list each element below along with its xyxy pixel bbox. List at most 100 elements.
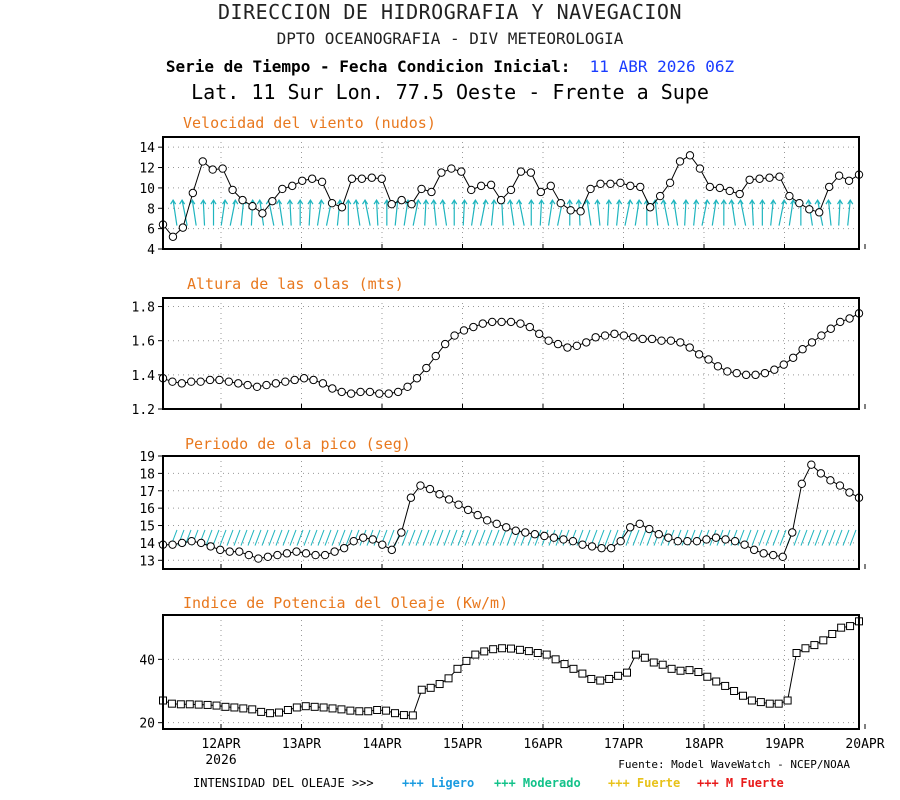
swell-hatch	[422, 529, 430, 546]
wind-arrow	[711, 200, 717, 226]
wind-arrow-head	[422, 198, 429, 205]
data-point	[765, 699, 774, 708]
data-point	[685, 151, 695, 160]
data-point	[244, 550, 254, 560]
data-point	[760, 368, 770, 378]
swell-hatch	[639, 529, 647, 546]
wind-arrow-head	[847, 198, 854, 205]
data-point	[378, 540, 387, 549]
data-point	[703, 672, 712, 681]
data-point	[826, 476, 835, 485]
wind-arrow	[673, 200, 679, 226]
swell-hatch	[646, 529, 654, 546]
wind-arrow	[181, 200, 188, 226]
data-point	[447, 164, 456, 173]
data-point	[298, 176, 307, 185]
wind-arrow	[355, 200, 361, 226]
wind-arrow-head	[482, 198, 489, 205]
data-point	[185, 700, 194, 709]
swell-hatch	[254, 529, 262, 546]
y-tick-label: 1.8	[132, 301, 155, 316]
data-point	[384, 389, 393, 398]
data-point	[646, 203, 655, 212]
wind-arrow	[490, 200, 495, 226]
data-point	[600, 331, 610, 340]
wind-arrow-head	[318, 198, 325, 205]
data-point	[454, 500, 463, 509]
data-point	[339, 543, 349, 553]
data-point	[597, 543, 606, 553]
data-point	[759, 549, 768, 558]
swell-hatch	[275, 529, 283, 546]
swell-hatch	[779, 529, 787, 546]
data-point	[459, 326, 469, 335]
wind-arrow-head	[790, 198, 797, 205]
data-point	[215, 375, 224, 385]
wind-arrow	[191, 200, 197, 226]
data-point	[788, 528, 797, 537]
data-point	[692, 536, 702, 546]
data-point	[645, 524, 654, 534]
data-point	[846, 622, 855, 631]
data-point	[275, 708, 283, 717]
wind-arrow	[624, 200, 631, 226]
wind-arrow	[539, 200, 543, 226]
wind-arrow-head	[210, 198, 217, 205]
data-point	[636, 182, 645, 192]
series-line	[162, 154, 860, 238]
swell-hatch	[534, 529, 542, 546]
wind-arrow-head	[720, 198, 727, 205]
data-point	[399, 711, 408, 720]
data-point	[228, 185, 237, 195]
swell-hatch	[478, 529, 486, 546]
swell-hatch	[821, 529, 829, 546]
data-point	[471, 650, 480, 659]
chart-title: Indice de Potencia del Oleaje (Kw/m)	[183, 594, 508, 612]
data-point	[235, 547, 244, 556]
wind-arrow	[838, 200, 841, 226]
swell-hatch	[842, 529, 850, 546]
wind-arrow	[847, 200, 851, 226]
data-point	[489, 645, 498, 654]
swell-hatch	[800, 529, 808, 546]
wind-arrow-head	[728, 198, 735, 205]
plot-frame	[162, 297, 860, 410]
wind-arrow-head	[232, 198, 239, 205]
wind-arrow-head	[439, 198, 446, 205]
data-point	[393, 387, 403, 397]
data-point	[262, 380, 271, 390]
data-point	[521, 528, 530, 537]
data-point	[375, 389, 384, 398]
data-point	[694, 668, 703, 676]
data-point	[425, 484, 435, 494]
wind-arrow	[240, 200, 245, 226]
swell-hatch	[345, 529, 353, 546]
data-point	[234, 379, 243, 388]
data-point	[208, 165, 217, 174]
data-point	[739, 691, 747, 700]
data-point	[765, 173, 774, 182]
data-point	[187, 536, 196, 546]
series-line	[163, 463, 860, 560]
data-point	[444, 495, 454, 504]
data-point	[556, 198, 565, 208]
data-point	[290, 375, 299, 385]
swell-hatch	[632, 529, 640, 546]
wind-arrow-head	[528, 198, 535, 205]
wind-arrow	[684, 200, 687, 226]
wind-arrow-head	[415, 198, 422, 205]
data-point	[616, 178, 625, 188]
data-point	[266, 709, 275, 718]
data-point	[732, 368, 741, 378]
wind-arrow-head	[362, 198, 369, 205]
data-point	[377, 174, 386, 183]
data-point	[705, 182, 715, 192]
y-tick-label: 20	[139, 717, 155, 732]
chart-title: Periodo de ola pico (seg)	[185, 435, 411, 453]
x-tick-label: 16APR	[523, 737, 562, 752]
data-point	[311, 550, 320, 560]
data-point	[721, 681, 730, 690]
data-point	[177, 538, 187, 548]
wind-arrow-head	[538, 198, 545, 205]
y-tick-label: 6	[147, 223, 155, 238]
